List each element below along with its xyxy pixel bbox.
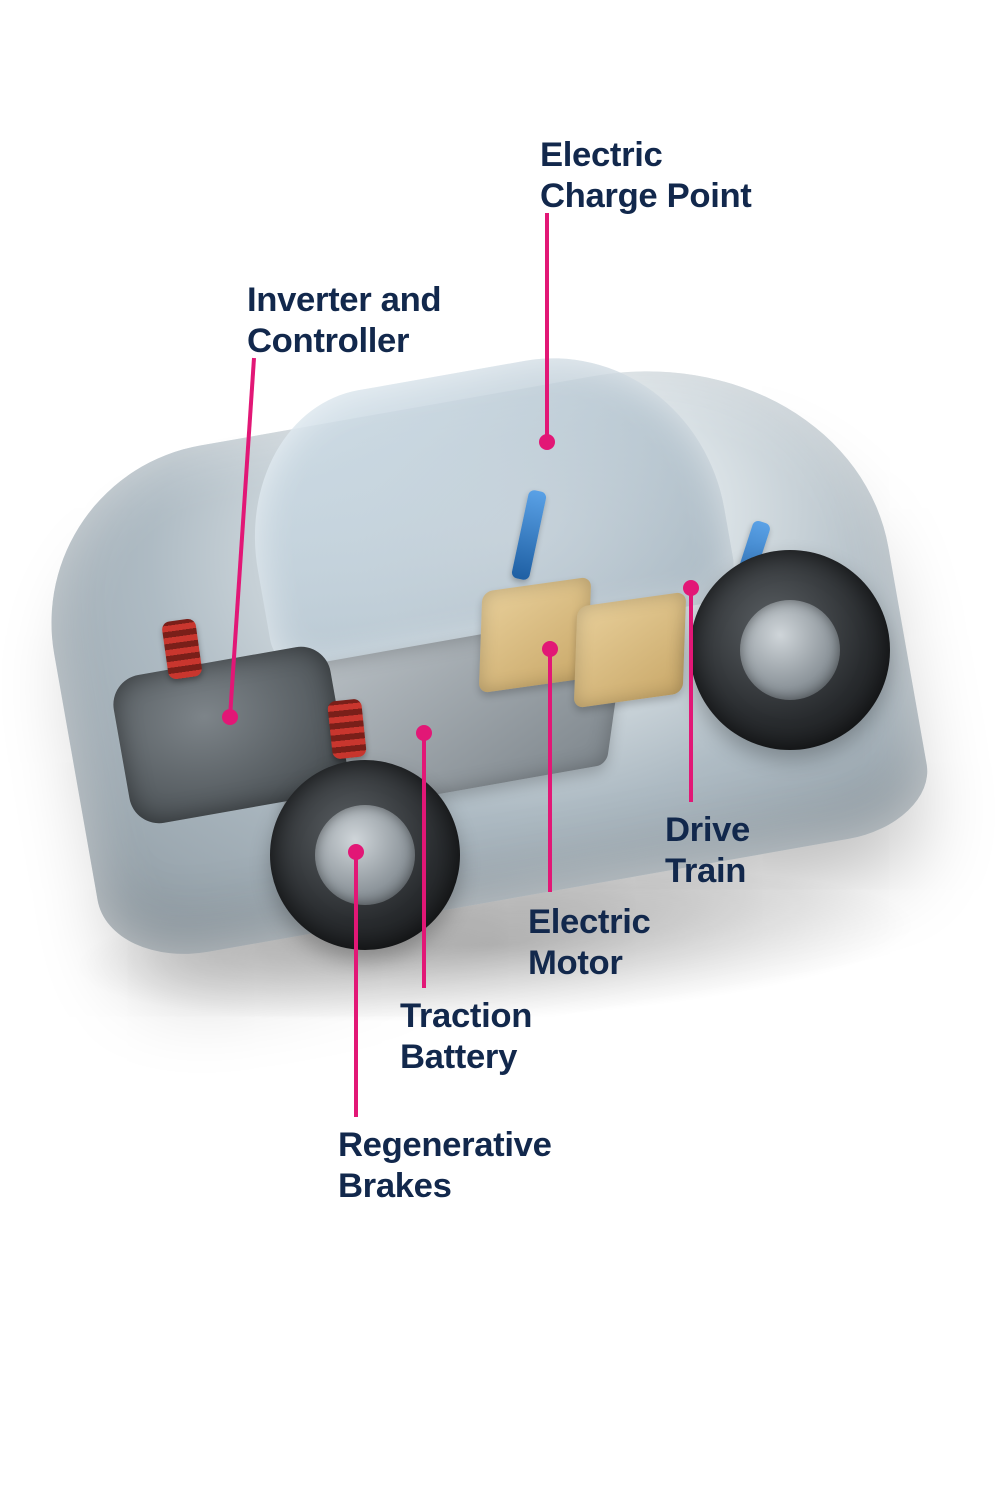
label-traction-battery: Traction Battery [400,996,532,1078]
label-electric-motor: Electric Motor [528,902,650,984]
component-box-b [574,592,686,709]
hub-rear [740,600,840,700]
label-charge-point: Electric Charge Point [540,135,752,217]
hub-front [315,805,415,905]
wheel-front [270,760,460,950]
label-regenerative-brakes: Regenerative Brakes [338,1125,552,1207]
coil-spring-front-b [327,698,367,759]
wheel-rear [690,550,890,750]
label-inverter-controller: Inverter and Controller [247,280,441,362]
label-drive-train: Drive Train [665,810,750,892]
diagram-stage: Electric Charge Point Inverter and Contro… [0,0,1000,1500]
